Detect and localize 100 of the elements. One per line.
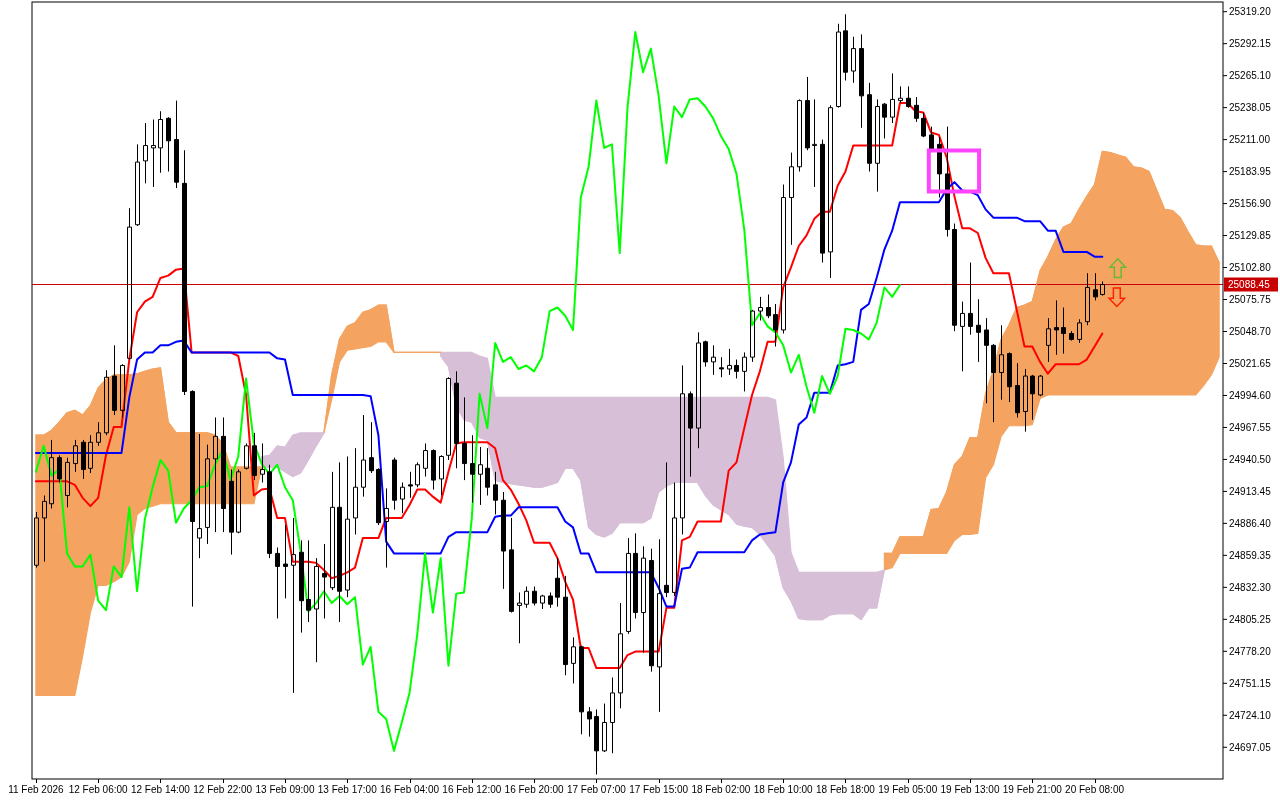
candlestick [727,348,732,376]
y-tick-label: 25048.70 [1229,326,1272,337]
x-tick-label: 16 Feb 20:00 [504,784,564,795]
candlestick [781,184,786,335]
candlestick [1023,368,1028,433]
candlestick [252,432,257,481]
candlestick [758,296,763,322]
candlestick [618,602,623,709]
candlestick [579,645,584,735]
candlestick [851,36,856,84]
candlestick [555,557,560,608]
candlestick [182,149,187,396]
candlestick [688,390,693,478]
candlestick [952,223,957,332]
candlestick [65,457,70,508]
candlestick [509,517,514,614]
candlestick [968,262,973,336]
x-tick-label: 12 Feb 06:00 [68,784,129,795]
candlestick [945,126,950,238]
candlestick [1007,351,1012,403]
candlestick [633,532,638,619]
candlestick [602,703,607,753]
candlestick [423,442,428,478]
candlestick [929,126,934,151]
candlestick [470,434,475,504]
candlestick [750,309,755,363]
candlestick [330,471,335,591]
y-tick-label: 25265.10 [1229,70,1272,82]
candlestick [789,152,794,246]
candlestick [369,421,374,474]
candlestick [151,119,156,188]
x-tick-label: 12 Feb 22:00 [193,784,253,795]
candlestick [260,442,265,483]
y-tick-label: 24940.50 [1229,453,1272,465]
candlestick [267,464,272,559]
candlestick [734,359,739,379]
y-tick-label: 24724.10 [1229,709,1272,721]
y-tick-label: 25075.75 [1229,294,1272,306]
x-tick-label: 19 Feb 05:00 [878,784,938,795]
candlestick [376,467,381,526]
x-tick-label: 12 Feb 14:00 [130,784,191,795]
candlestick [984,317,989,404]
candlestick [306,539,311,623]
y-tick-label: 25211.00 [1229,134,1271,146]
candlestick [1077,318,1082,344]
candlestick [836,23,841,109]
candlestick [104,369,109,436]
y-tick-label: 25129.85 [1229,230,1272,242]
candlestick [400,481,405,514]
candlestick [867,82,872,173]
y-tick-label: 25021.65 [1229,357,1272,369]
candlestick [1030,374,1035,421]
y-tick-label: 24697.05 [1229,741,1272,753]
candlestick [921,111,926,138]
candlestick [112,344,117,416]
candlestick [166,116,171,173]
candlestick [96,421,101,447]
candlestick [1069,330,1074,342]
candlestick [190,389,195,608]
candlestick [454,370,459,469]
x-tick-label: 20 Feb 08:00 [1065,784,1125,795]
candlestick [664,461,669,598]
x-tick-label: 17 Feb 07:00 [566,784,627,795]
candlestick [127,207,132,361]
candlestick [42,494,47,563]
candlestick [773,303,778,348]
y-tick-label: 25156.90 [1229,198,1272,210]
candlestick [976,298,981,363]
candlestick [672,481,677,597]
candlestick [174,100,179,189]
candlestick [229,468,234,556]
line-series [34,181,1104,608]
candlestick [657,538,662,713]
candlestick [812,98,817,188]
candlestick [571,636,576,684]
candlestick [291,517,296,694]
candlestick [1093,272,1098,301]
y-tick-label: 24967.55 [1229,421,1272,433]
candlestick [890,72,895,124]
candlestick [446,376,451,461]
candlestick [1100,280,1105,297]
candlestick [345,455,350,598]
candlestick [587,706,592,738]
candlestick [797,98,802,173]
candlestick [711,344,716,376]
candlestick [641,545,646,654]
candlestick [524,586,529,609]
candlestick [213,416,218,533]
candlestick [594,708,599,776]
candlestick [501,491,506,590]
x-tick-label: 17 Feb 15:00 [629,784,689,795]
candlestick [49,439,54,509]
candlestick [73,439,78,473]
candlestick [540,594,545,610]
candlestick [1046,317,1051,363]
candlestick [1085,272,1090,326]
y-tick-label: 25183.95 [1229,166,1272,178]
candlestick [742,351,747,392]
candlestick [353,447,358,535]
candlestick [1061,307,1066,355]
